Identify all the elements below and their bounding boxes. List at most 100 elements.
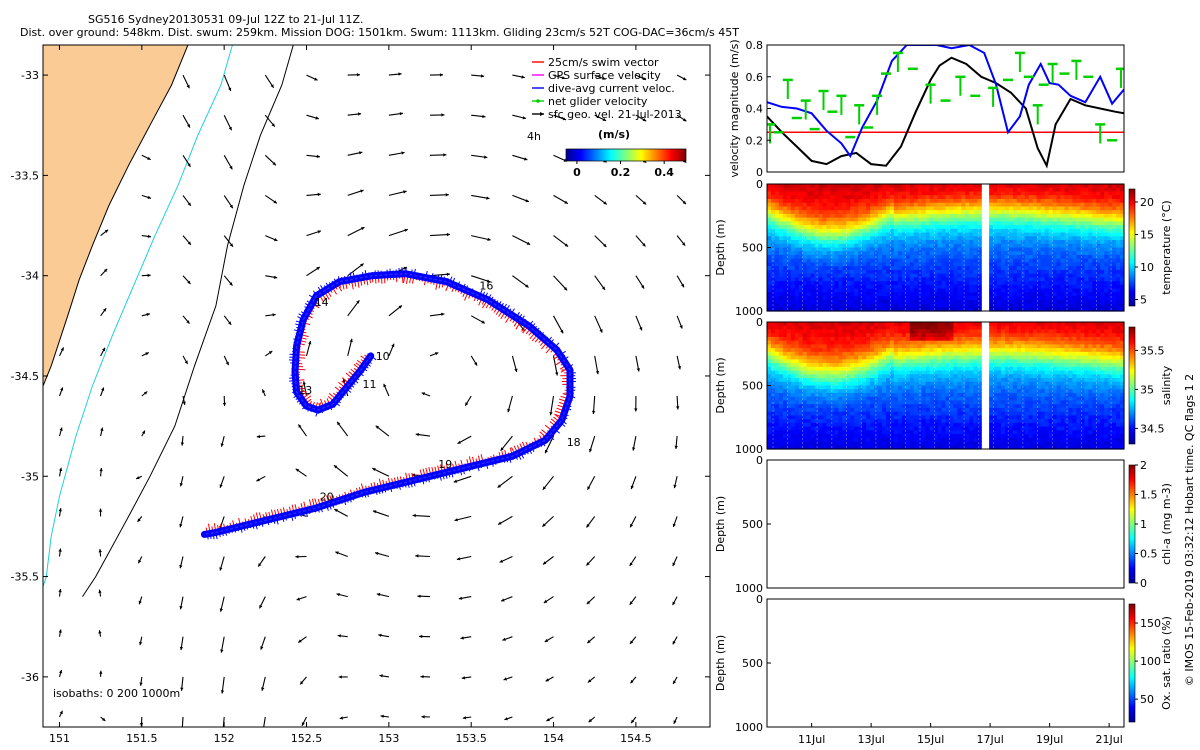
geostrophic-arrowhead (682, 77, 687, 81)
section-cell (854, 266, 859, 271)
section-cell (961, 288, 966, 293)
section-cell (1100, 288, 1105, 293)
section-cell (961, 296, 966, 301)
section-cell (969, 251, 974, 256)
section-cell (818, 243, 824, 249)
section-cell (953, 281, 958, 286)
geostrophic-arrowhead (603, 201, 607, 205)
section-cell (889, 281, 895, 286)
section-cell (1016, 228, 1022, 234)
section-cell (810, 184, 816, 189)
section-cell (905, 236, 911, 241)
section-cell (838, 228, 843, 234)
section-cell (989, 266, 994, 271)
section-cell (1088, 232, 1093, 237)
section-cell (830, 385, 836, 390)
section-cell (770, 430, 776, 435)
geostrophic-arrowhead (453, 479, 458, 483)
section-cell (1040, 288, 1046, 293)
section-cell (1048, 281, 1054, 286)
section-cell (882, 288, 887, 293)
section-cell (810, 195, 816, 200)
section-cell (1048, 288, 1054, 293)
section-cell (838, 419, 843, 424)
section-cell (830, 407, 836, 413)
section-cell (834, 266, 839, 271)
section-cell (770, 191, 776, 196)
section-cell (774, 322, 780, 327)
geostrophic-arrowhead (676, 406, 680, 410)
section-cell (941, 187, 947, 193)
section-cell (1016, 213, 1022, 219)
section-cell (1024, 206, 1030, 211)
section-cell (973, 236, 978, 241)
section-cell (921, 288, 927, 293)
section-cell (1112, 202, 1117, 208)
section-cell (810, 307, 816, 312)
section-cell (961, 195, 966, 200)
section-cell (814, 303, 820, 308)
geostrophic-arrowhead (262, 728, 265, 731)
section-cell (850, 184, 855, 189)
section-cell (886, 254, 891, 260)
coastline (43, 45, 189, 387)
section-cell (818, 258, 824, 264)
section-cell (790, 195, 796, 200)
section-cell (1076, 266, 1081, 271)
section-cell (1048, 228, 1054, 234)
section-cell (1088, 236, 1093, 241)
section-cell (1076, 247, 1081, 252)
section-cell (786, 381, 792, 387)
section-cell (925, 210, 931, 215)
section-cell (909, 206, 915, 211)
section-cell (846, 269, 851, 275)
section-cell (806, 329, 812, 334)
section-cell (917, 228, 923, 234)
section-cell (905, 281, 911, 286)
section-cell (886, 184, 891, 189)
section-cell (798, 281, 804, 286)
section-cell (767, 322, 772, 327)
section-cell (798, 273, 804, 278)
geostrophic-arrowhead (308, 341, 312, 345)
section-cell (1076, 187, 1081, 193)
section-cell (1064, 288, 1070, 293)
section-cell (933, 236, 939, 241)
section-cell (1056, 217, 1062, 222)
section-cell (778, 385, 784, 390)
section-cell (901, 254, 907, 260)
section-cell (818, 407, 824, 413)
section-cell (1060, 262, 1066, 267)
section-cell (1100, 296, 1105, 301)
section-cell (846, 221, 851, 226)
section-cell (790, 407, 796, 413)
section-cell (1076, 213, 1081, 219)
section-cell (933, 232, 939, 237)
section-cell (846, 243, 851, 249)
section-cell (989, 236, 994, 241)
section-cell (933, 240, 939, 245)
section-cell (1052, 296, 1058, 301)
section-cell (1096, 232, 1101, 237)
section-cell (774, 419, 780, 424)
section-cell (1100, 258, 1105, 264)
section-cell (798, 370, 804, 375)
section-cell (818, 404, 824, 409)
section-cell (838, 258, 843, 264)
section-cell (953, 262, 958, 267)
section-cell (1092, 202, 1097, 208)
geostrophic-arrowhead (258, 563, 262, 567)
section-cell (814, 243, 820, 249)
geostrophic-arrowhead (104, 229, 109, 233)
section-cell (786, 202, 792, 208)
section-cell (1032, 228, 1038, 234)
section-cell (794, 269, 800, 275)
section-cell (1060, 202, 1066, 208)
section-cell (882, 236, 887, 241)
section-cell (1104, 288, 1109, 293)
section-cell (858, 277, 863, 282)
geostrophic-arrowhead (482, 114, 486, 119)
section-cell (1052, 307, 1058, 312)
section-cell (778, 187, 784, 193)
section-cell (830, 191, 836, 196)
